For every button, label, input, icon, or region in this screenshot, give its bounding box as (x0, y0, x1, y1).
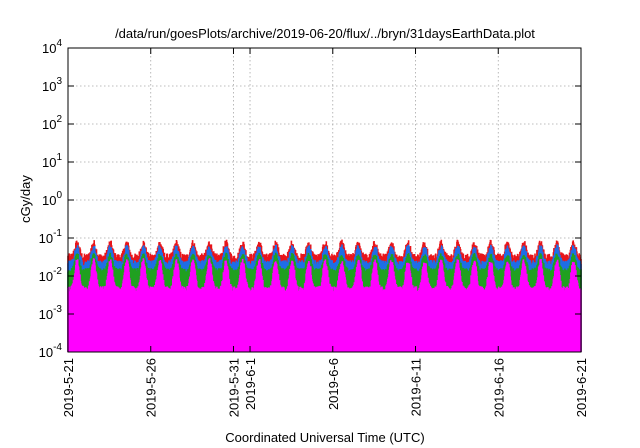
x-axis-label: Coordinated Universal Time (UTC) (225, 430, 424, 445)
dropout-spike (88, 291, 92, 352)
dropout-spike (575, 291, 579, 352)
x-tick-label: 2019-6-1 (243, 358, 258, 410)
x-tick-label: 2019-5-26 (144, 358, 159, 417)
y-axis-label: cGy/day (18, 175, 33, 223)
x-axis: 2019-5-21 2019-5-26 2019-5-31 2019-6-1 2019-… (61, 48, 589, 417)
y-tick-label: 103 (42, 76, 62, 94)
y-tick-label: 101 (42, 152, 62, 170)
y-tick-label: 10-1 (39, 228, 63, 246)
x-tick-label: 2019-5-31 (226, 358, 241, 417)
dropout-spike (350, 291, 354, 352)
dropout-spike (103, 291, 107, 352)
dropout-spike (91, 291, 95, 352)
y-tick-label: 10-2 (39, 266, 63, 284)
y-tick-label: 10-3 (39, 304, 63, 322)
y-axis: 10-4 10-3 10-2 10-1 100 101 102 103 104 (39, 38, 581, 360)
x-tick-label: 2019-6-11 (409, 358, 424, 416)
x-tick-label: 2019-6-16 (491, 358, 506, 417)
dropout-spike (460, 291, 464, 352)
magenta-dropouts (76, 291, 579, 352)
x-tick-label: 2019-5-21 (61, 358, 76, 417)
y-tick-label: 10-4 (39, 342, 63, 360)
y-tick-label: 104 (42, 38, 62, 56)
x-tick-label: 2019-6-6 (326, 358, 341, 410)
dropout-spike (337, 291, 341, 352)
y-tick-label: 102 (42, 114, 62, 132)
x-tick-label: 2019-6-21 (574, 358, 589, 417)
dropout-spike (76, 291, 80, 352)
series-layer (67, 239, 582, 352)
y-tick-label: 100 (42, 190, 62, 208)
dropout-spike (315, 291, 319, 352)
chart-title: /data/run/goesPlots/archive/2019-06-20/f… (115, 26, 535, 41)
